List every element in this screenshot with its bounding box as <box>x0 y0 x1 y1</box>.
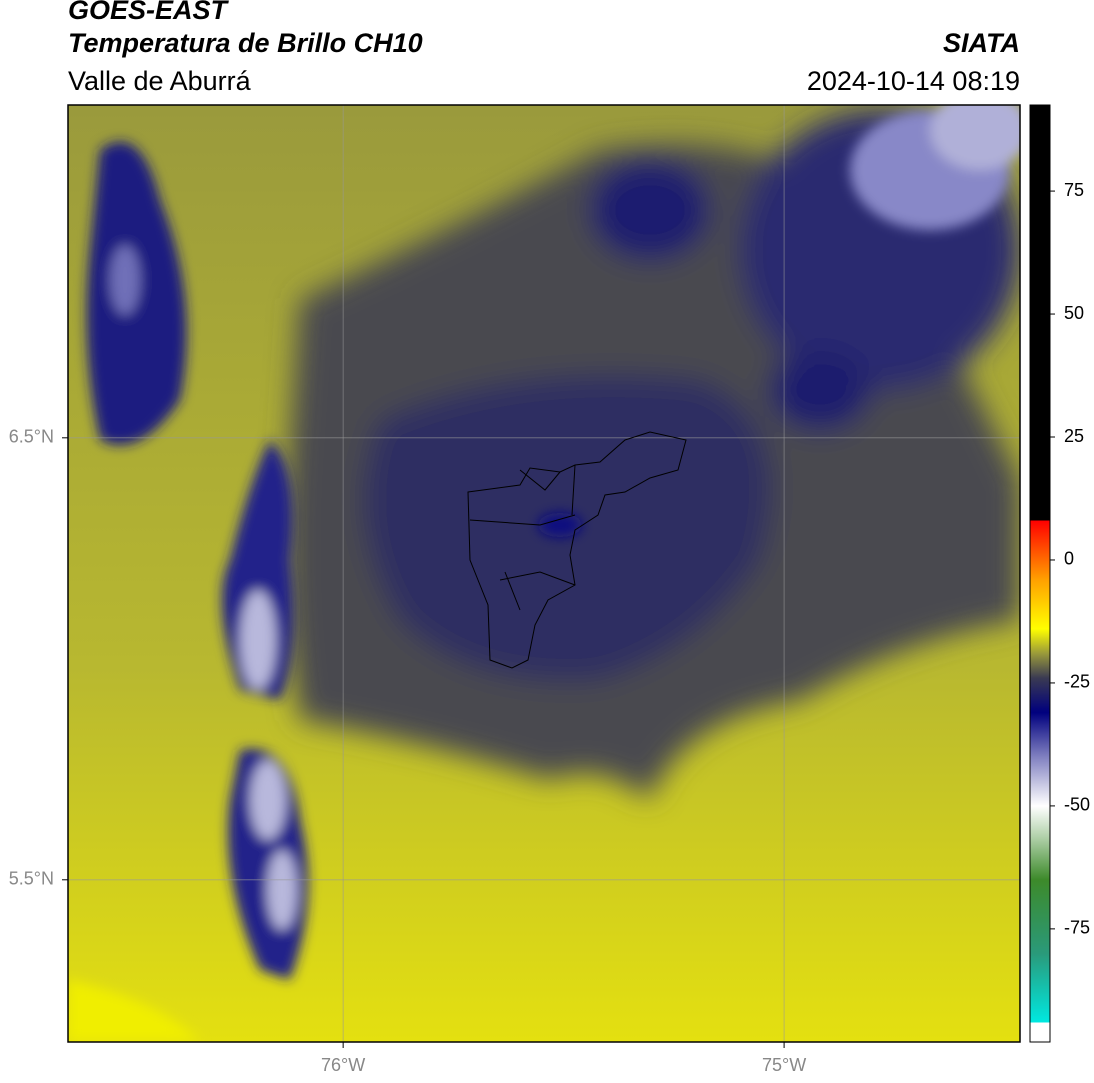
x-tick-label: 76°W <box>321 1055 365 1075</box>
y-tick-label: 6.5°N <box>9 427 54 447</box>
colorbar-tick-label: -25 <box>1064 672 1090 692</box>
map-frame <box>67 104 1021 1043</box>
colorbar: 75 50 25 0 -25 -50 -75 <box>1029 104 1090 1043</box>
title: GOES-EAST <box>68 0 230 25</box>
colorbar-scale <box>1029 104 1051 1043</box>
x-tick-label: 75°W <box>762 1055 806 1075</box>
datetime: 2024-10-14 08:19 <box>807 66 1020 96</box>
colorbar-tick-label: 0 <box>1064 549 1074 569</box>
region: Valle de Aburrá <box>68 66 252 96</box>
grid <box>68 105 1020 1042</box>
colorbar-tick-label: 25 <box>1064 426 1084 446</box>
colorbar-tick-label: 50 <box>1064 303 1084 323</box>
colorbar-tick-label: -75 <box>1064 918 1090 938</box>
satellite-image <box>68 105 1020 1042</box>
region-outline <box>467 431 687 669</box>
y-tick-label: 5.5°N <box>9 869 54 889</box>
colorbar-tick-label: 75 <box>1064 180 1084 200</box>
colorbar-tick-label: -50 <box>1064 795 1090 815</box>
subtitle: Temperatura de Brillo CH10 <box>68 28 423 58</box>
source: SIATA <box>943 28 1020 58</box>
